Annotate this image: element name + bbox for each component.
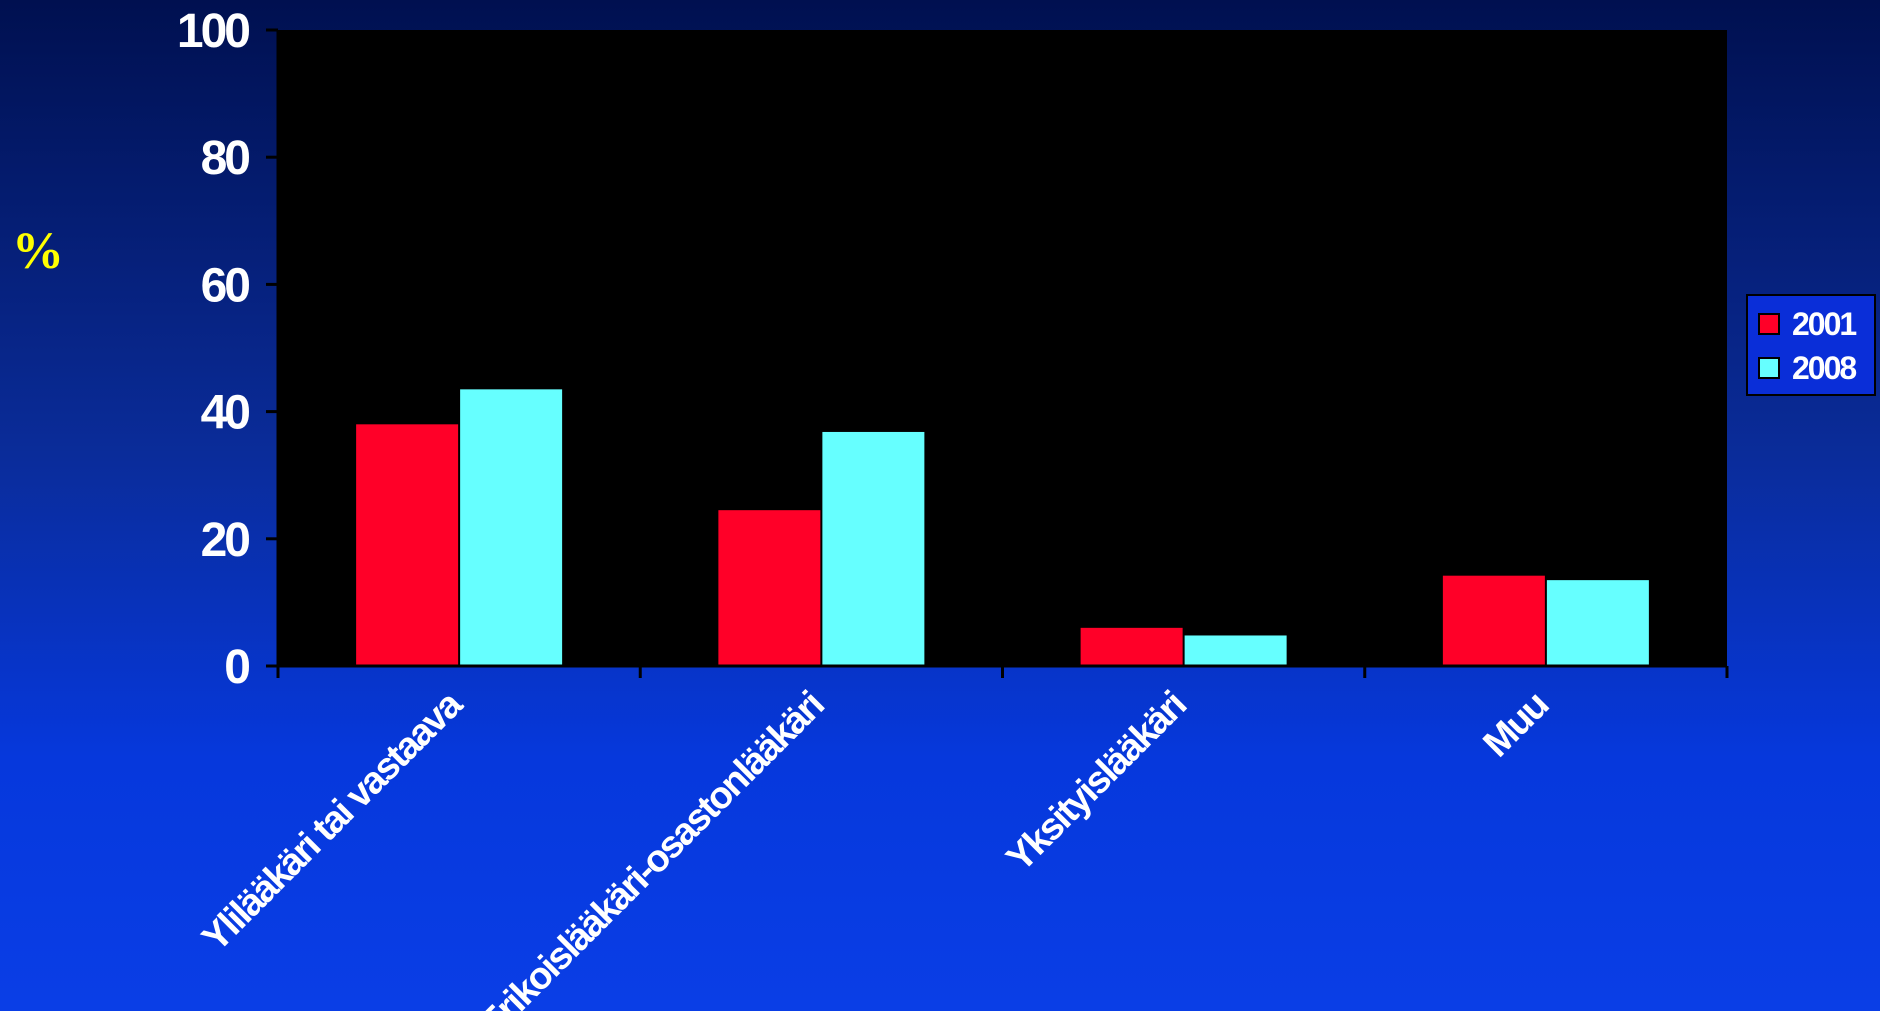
bar-2001-2 — [718, 510, 821, 666]
legend: 2001 2008 — [1746, 294, 1876, 396]
y-axis-label: % — [12, 223, 64, 280]
category-label-4: Muu — [1476, 685, 1557, 766]
y-tick-label: 20 — [201, 514, 250, 567]
y-tick-label: 40 — [201, 387, 250, 440]
category-label-3: Yksityislääkäri — [999, 685, 1194, 880]
legend-label-2001: 2001 — [1792, 305, 1857, 342]
y-tick-label: 80 — [201, 132, 250, 185]
legend-item-2008: 2008 — [1758, 348, 1857, 388]
legend-item-2001: 2001 — [1758, 304, 1857, 344]
bar-2001-1 — [356, 424, 459, 666]
bar-2008-3 — [1184, 635, 1287, 666]
bar-2001-4 — [1442, 575, 1545, 666]
category-label-2: Erikoislääkäri-osastonlääkäri — [471, 685, 832, 1011]
category-label-1: Ylilääkäri tai vastaava — [194, 683, 471, 960]
bar-2001-3 — [1080, 627, 1183, 666]
bar-2008-4 — [1546, 580, 1649, 666]
y-tick-label: 100 — [177, 5, 249, 58]
y-tick-label: 0 — [224, 641, 249, 694]
legend-swatch-2008 — [1758, 357, 1780, 379]
bar-2008-2 — [822, 431, 925, 666]
legend-label-2008: 2008 — [1792, 349, 1857, 386]
y-tick-label: 60 — [201, 259, 250, 312]
legend-swatch-2001 — [1758, 313, 1780, 335]
bar-2008-1 — [460, 389, 563, 666]
